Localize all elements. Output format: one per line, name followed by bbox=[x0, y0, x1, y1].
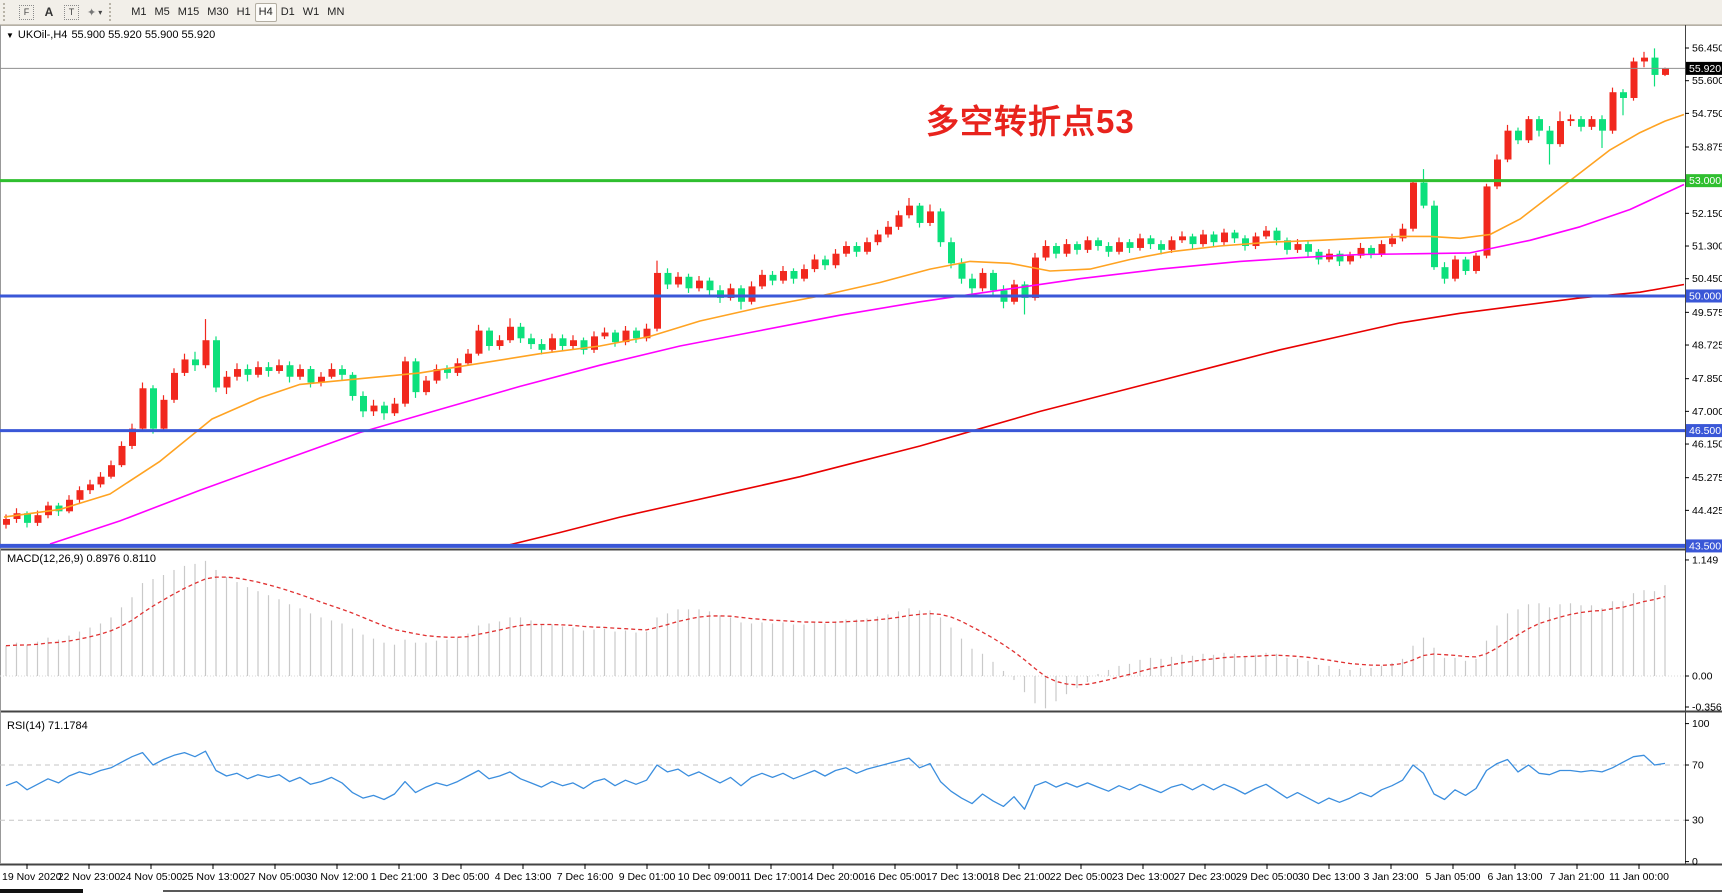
svg-text:53.875: 53.875 bbox=[1692, 142, 1722, 154]
tf-m30-button[interactable]: M30 bbox=[203, 3, 232, 22]
svg-text:100: 100 bbox=[1692, 718, 1710, 730]
shapes-icon: ✦ bbox=[87, 6, 97, 19]
svg-text:1.149: 1.149 bbox=[1692, 554, 1718, 566]
chevron-down-icon: ▾ bbox=[98, 7, 103, 17]
svg-text:47.850: 47.850 bbox=[1692, 373, 1722, 385]
text-label-button[interactable]: A bbox=[38, 3, 60, 22]
svg-text:44.425: 44.425 bbox=[1692, 505, 1722, 517]
text-label-icon: A bbox=[44, 5, 54, 19]
svg-text:6 Jan 13:00: 6 Jan 13:00 bbox=[1488, 871, 1543, 883]
tf-w1-button[interactable]: W1 bbox=[299, 3, 324, 22]
svg-text:9 Dec 01:00: 9 Dec 01:00 bbox=[619, 871, 676, 883]
svg-text:24 Nov 05:00: 24 Nov 05:00 bbox=[120, 871, 183, 883]
svg-text:45.275: 45.275 bbox=[1692, 472, 1722, 484]
svg-text:30: 30 bbox=[1692, 815, 1704, 827]
toolbar: F A T ✦ ▾ M1 M5 M15 M30 H1 H4 D1 W1 MN bbox=[0, 0, 1722, 25]
svg-text:50.000: 50.000 bbox=[1689, 291, 1721, 303]
svg-text:29 Dec 05:00: 29 Dec 05:00 bbox=[1236, 871, 1299, 883]
svg-text:11 Dec 17:00: 11 Dec 17:00 bbox=[740, 871, 802, 883]
svg-text:47.000: 47.000 bbox=[1692, 406, 1722, 418]
svg-text:70: 70 bbox=[1692, 760, 1704, 772]
tf-h4-button[interactable]: H4 bbox=[254, 2, 277, 22]
shapes-button[interactable]: ✦ ▾ bbox=[83, 3, 106, 22]
frame-tool-button[interactable]: F bbox=[15, 3, 38, 22]
svg-text:22 Dec 05:00: 22 Dec 05:00 bbox=[1050, 871, 1113, 883]
svg-text:27 Dec 23:00: 27 Dec 23:00 bbox=[1174, 871, 1237, 883]
svg-text:14 Dec 20:00: 14 Dec 20:00 bbox=[802, 871, 865, 883]
annotation-text: 多空转折点53 bbox=[926, 103, 1135, 140]
svg-text:30 Nov 12:00: 30 Nov 12:00 bbox=[306, 871, 369, 883]
svg-text:17 Dec 13:00: 17 Dec 13:00 bbox=[926, 871, 989, 883]
svg-text:30 Dec 13:00: 30 Dec 13:00 bbox=[1298, 871, 1361, 883]
text-box-icon: T bbox=[64, 4, 79, 20]
svg-text:4 Dec 13:00: 4 Dec 13:00 bbox=[495, 871, 552, 883]
macd-indicator-label: MACD(12,26,9) 0.8976 0.8110 bbox=[7, 553, 156, 565]
svg-text:5 Jan 05:00: 5 Jan 05:00 bbox=[1426, 871, 1481, 883]
svg-text:25 Nov 13:00: 25 Nov 13:00 bbox=[182, 871, 245, 883]
svg-text:0: 0 bbox=[1692, 856, 1698, 868]
svg-text:10 Dec 09:00: 10 Dec 09:00 bbox=[678, 871, 741, 883]
svg-text:46.500: 46.500 bbox=[1689, 425, 1721, 437]
svg-text:55.600: 55.600 bbox=[1692, 75, 1722, 87]
tf-h1-button[interactable]: H1 bbox=[233, 3, 255, 22]
timeframe-group: M1 M5 M15 M30 H1 H4 D1 W1 MN bbox=[127, 2, 348, 22]
svg-text:-0.3563: -0.3563 bbox=[1692, 702, 1722, 714]
svg-text:48.725: 48.725 bbox=[1692, 340, 1722, 352]
svg-text:51.300: 51.300 bbox=[1692, 241, 1722, 253]
toolbar-grip-2[interactable] bbox=[109, 3, 118, 21]
text-box-button[interactable]: T bbox=[60, 3, 83, 22]
svg-text:54.750: 54.750 bbox=[1692, 108, 1722, 120]
svg-text:1 Dec 21:00: 1 Dec 21:00 bbox=[371, 871, 428, 883]
svg-text:22 Nov 23:00: 22 Nov 23:00 bbox=[58, 871, 121, 883]
svg-text:52.150: 52.150 bbox=[1692, 208, 1722, 220]
ohlc-values: 55.900 55.920 55.900 55.920 bbox=[71, 29, 216, 41]
svg-text:27 Nov 05:00: 27 Nov 05:00 bbox=[244, 871, 307, 883]
svg-text:55.920: 55.920 bbox=[1689, 63, 1721, 75]
svg-text:11 Jan 00:00: 11 Jan 00:00 bbox=[1609, 871, 1669, 883]
tf-mn-button[interactable]: MN bbox=[323, 3, 348, 22]
svg-text:7 Jan 21:00: 7 Jan 21:00 bbox=[1550, 871, 1605, 883]
symbol-dropdown-icon[interactable]: ▼ bbox=[6, 30, 14, 40]
chart-title: ▼ UKOil-,H4 55.900 55.920 55.900 55.920 bbox=[6, 29, 215, 41]
svg-text:43.500: 43.500 bbox=[1689, 540, 1721, 552]
svg-text:49.575: 49.575 bbox=[1692, 307, 1722, 319]
tf-d1-button[interactable]: D1 bbox=[277, 3, 299, 22]
svg-text:16 Dec 05:00: 16 Dec 05:00 bbox=[864, 871, 927, 883]
tf-m5-button[interactable]: M5 bbox=[151, 3, 174, 22]
svg-text:46.150: 46.150 bbox=[1692, 439, 1722, 451]
svg-text:7 Dec 16:00: 7 Dec 16:00 bbox=[557, 871, 614, 883]
price-chart-svg[interactable]: 56.450 55.600 54.750 53.875 52.150 51.300 50.4… bbox=[0, 25, 1722, 896]
svg-text:18 Dec 21:00: 18 Dec 21:00 bbox=[988, 871, 1051, 883]
svg-text:3 Dec 05:00: 3 Dec 05:00 bbox=[433, 871, 490, 883]
tf-m15-button[interactable]: M15 bbox=[174, 3, 203, 22]
toolbar-grip[interactable] bbox=[3, 3, 12, 21]
svg-text:3 Jan 23:00: 3 Jan 23:00 bbox=[1364, 871, 1419, 883]
svg-text:0.00: 0.00 bbox=[1692, 671, 1713, 683]
tf-m1-button[interactable]: M1 bbox=[127, 3, 150, 22]
symbol-period-label: UKOil-,H4 bbox=[17, 29, 68, 41]
svg-text:50.450: 50.450 bbox=[1692, 273, 1722, 285]
svg-text:56.450: 56.450 bbox=[1692, 43, 1722, 55]
svg-text:23 Dec 13:00: 23 Dec 13:00 bbox=[1112, 871, 1175, 883]
frame-f-icon: F bbox=[19, 4, 34, 20]
svg-text:53.000: 53.000 bbox=[1689, 175, 1721, 187]
rsi-indicator-label: RSI(14) 71.1784 bbox=[7, 720, 88, 732]
svg-text:19 Nov 2020: 19 Nov 2020 bbox=[2, 871, 62, 883]
chart-canvas[interactable]: 56.450 55.600 54.750 53.875 52.150 51.300 50.4… bbox=[0, 25, 1722, 896]
